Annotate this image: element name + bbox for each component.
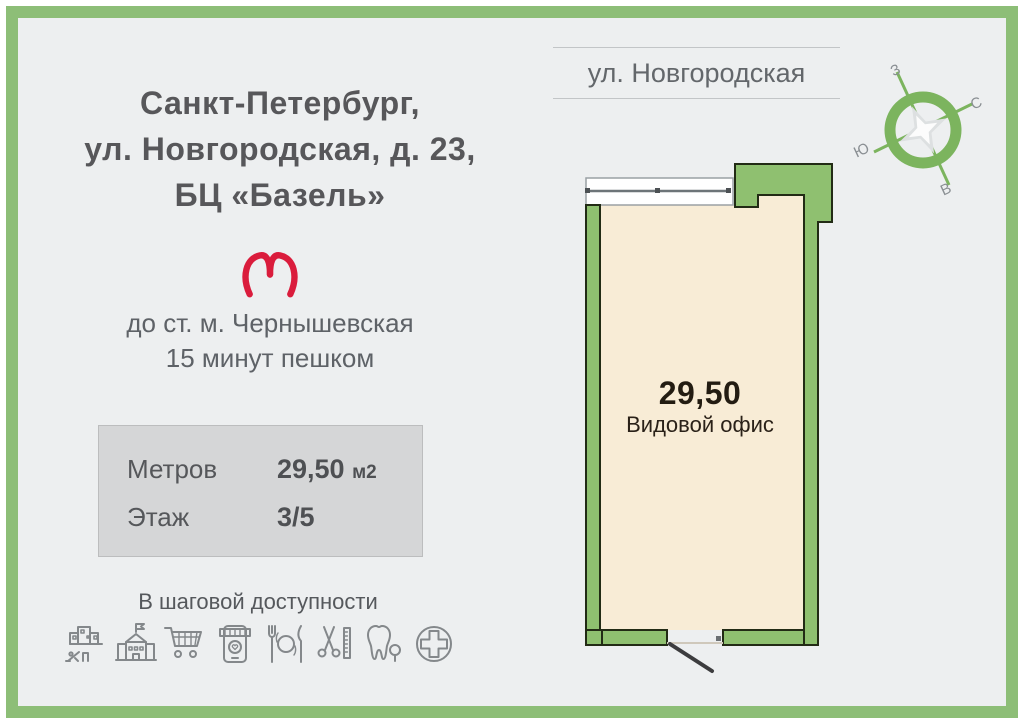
door-jamb-mark xyxy=(716,636,721,641)
compass-star-inner xyxy=(908,115,938,145)
metro-station-text: до ст. м. Чернышевская xyxy=(126,308,414,338)
restaurant-icon xyxy=(267,625,302,663)
pharmacy-icon xyxy=(415,626,452,662)
flyer-border xyxy=(6,6,1018,718)
address-title: Санкт-Петербург, ул. Новгородская, д. 23… xyxy=(30,80,530,218)
area-label: Метров xyxy=(127,454,218,484)
wall-right-and-pylon xyxy=(734,163,833,646)
info-row-area: Метров 29,50 м2 xyxy=(127,454,397,488)
area-value: 29,50 м2 xyxy=(277,454,377,485)
metro-icon xyxy=(242,252,298,298)
address-line-city: Санкт-Петербург, xyxy=(139,85,421,121)
info-row-floor: Этаж 3/5 xyxy=(127,502,397,536)
beauty-salon-icon xyxy=(317,626,351,659)
nearby-icons xyxy=(62,620,458,668)
plan-area-value: 29,50 xyxy=(658,375,742,411)
address-line-bc: БЦ «Базель» xyxy=(174,177,386,213)
metro-block xyxy=(20,250,520,304)
window-mullion xyxy=(585,188,590,193)
street-label: ул. Новгородская xyxy=(553,47,840,99)
kindergarten-icon xyxy=(65,626,103,662)
dentist-icon xyxy=(367,625,402,662)
window-mullion xyxy=(726,188,731,193)
shop-icon xyxy=(219,625,252,663)
wall-bottom-corner xyxy=(585,629,603,646)
school-icon xyxy=(114,623,157,661)
plan-room-type: Видовой офис xyxy=(626,412,774,437)
wall-bottom-right xyxy=(722,629,805,646)
metro-caption: до ст. м. Чернышевская 15 минут пешком xyxy=(20,306,520,376)
floor-label: Этаж xyxy=(127,502,190,532)
area-number: 29,50 xyxy=(277,454,345,484)
room-floor xyxy=(600,195,804,630)
address-line-street: ул. Новгородская, д. 23, xyxy=(84,131,476,167)
wall-bottom-left xyxy=(599,629,668,646)
area-unit: м2 xyxy=(352,462,377,483)
supermarket-icon xyxy=(164,627,203,658)
door-swing xyxy=(668,642,714,673)
metro-walk-text: 15 минут пешком xyxy=(165,343,375,373)
nearby-title: В шаговой доступности xyxy=(138,589,378,614)
compass-rose xyxy=(873,71,973,186)
floor-value: 3/5 xyxy=(277,502,315,532)
info-box: Метров 29,50 м2 Этаж 3/5 xyxy=(98,425,423,557)
window-mullion xyxy=(655,188,660,193)
